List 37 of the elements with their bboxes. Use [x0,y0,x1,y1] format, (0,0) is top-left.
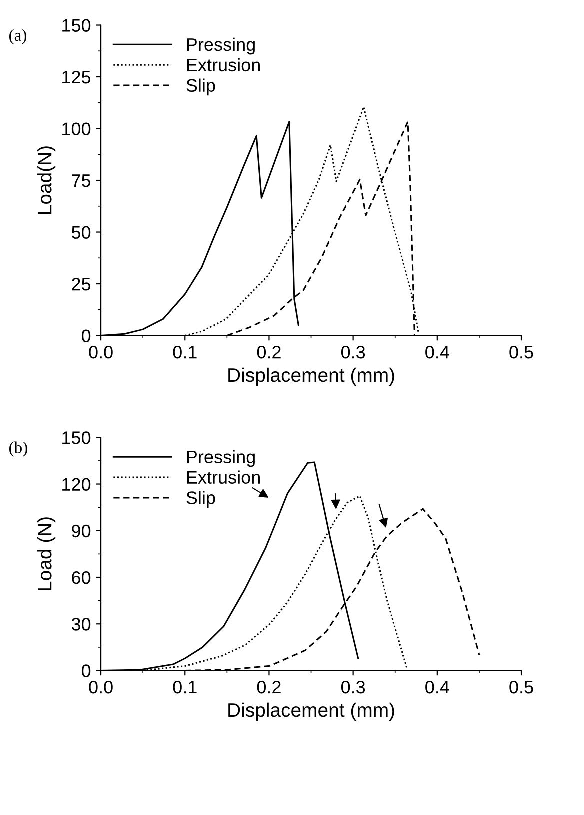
x-tick-label: 0.0 [89,680,113,694]
x-tick-label: 0.4 [426,346,450,359]
y-tick-label: 60 [72,571,91,584]
y-tick-label: 90 [72,524,91,538]
text: (a) [9,29,27,44]
y-tick-label: 0 [82,330,91,342]
legend-label: Slip [186,78,216,96]
legend-label: Pressing [187,38,255,55]
y-tick-label: 150 [62,432,91,444]
x-tick-label: 0.2 [257,346,281,359]
y-tick-label: 150 [62,19,91,32]
x-tick-label: 0.2 [257,680,281,694]
x-tick-label: 0.3 [341,680,366,694]
legend-label: Slip [186,491,216,508]
y-tick-label: 120 [62,478,91,491]
legend-label: Extrusion [187,470,260,484]
x-tick-label: 0.1 [173,346,197,359]
x-tick-label: 0.4 [426,680,450,694]
x-tick-label: 0.1 [173,680,197,694]
legend-label: Pressing [187,450,255,468]
y-axis-title: Load(N) [38,146,56,214]
y-tick-label: 25 [72,278,91,291]
x-axis-title: Displacement (mm) [228,368,394,386]
legend-label: Extrusion [187,58,260,72]
y-tick-label: 125 [62,70,91,84]
y-tick-label: 0 [82,664,91,678]
y-axis-title: Load (N) [38,518,56,590]
y-tick-label: 100 [62,122,91,136]
y-tick-label: 50 [72,226,91,239]
x-tick-label: 0.3 [341,346,366,359]
y-tick-label: 75 [72,174,91,188]
y-tick-label: 30 [72,618,91,631]
x-axis-title: Displacement (mm) [228,702,394,721]
text: (b) [9,442,28,457]
x-tick-label: 0.5 [510,680,534,694]
x-tick-label: 0.0 [89,346,113,359]
x-tick-label: 0.5 [510,346,534,359]
